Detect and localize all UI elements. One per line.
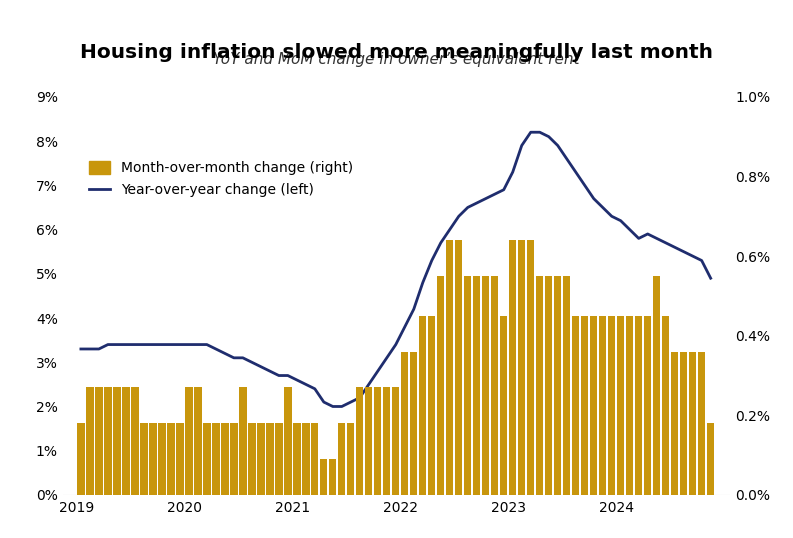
Bar — [401, 352, 408, 495]
Bar — [311, 423, 319, 495]
Bar — [113, 387, 121, 495]
Bar — [213, 423, 220, 495]
Bar — [455, 240, 462, 495]
Bar — [284, 387, 292, 495]
Bar — [383, 387, 390, 495]
Bar — [473, 276, 481, 495]
Bar — [653, 276, 661, 495]
Bar — [509, 240, 516, 495]
Bar — [186, 387, 193, 495]
Bar — [95, 387, 102, 495]
Bar — [464, 276, 472, 495]
Bar — [104, 387, 112, 495]
Bar — [302, 423, 309, 495]
Bar — [347, 423, 354, 495]
Bar — [320, 459, 328, 495]
Bar — [608, 316, 615, 495]
Bar — [176, 423, 183, 495]
Bar — [635, 316, 642, 495]
Bar — [329, 459, 336, 495]
Bar — [257, 423, 265, 495]
Bar — [248, 423, 255, 495]
Bar — [554, 276, 561, 495]
Bar — [527, 240, 534, 495]
Bar — [122, 387, 129, 495]
Bar — [689, 352, 696, 495]
Bar — [239, 387, 247, 495]
Bar — [482, 276, 489, 495]
Bar — [374, 387, 381, 495]
Bar — [230, 423, 238, 495]
Bar — [356, 387, 363, 495]
Bar — [365, 387, 373, 495]
Bar — [392, 387, 400, 495]
Bar — [149, 423, 156, 495]
Bar — [266, 423, 274, 495]
Bar — [590, 316, 597, 495]
Bar — [581, 316, 588, 495]
Bar — [140, 423, 147, 495]
Bar — [698, 352, 705, 495]
Bar — [194, 387, 201, 495]
Bar — [545, 276, 553, 495]
Bar — [86, 387, 94, 495]
Title: Housing inflation slowed more meaningfully last month: Housing inflation slowed more meaningful… — [80, 43, 713, 62]
Bar — [563, 276, 570, 495]
Bar — [644, 316, 651, 495]
Bar — [131, 387, 139, 495]
Bar — [491, 276, 499, 495]
Bar — [680, 352, 688, 495]
Bar — [293, 423, 301, 495]
Bar — [671, 352, 678, 495]
Bar — [77, 423, 85, 495]
Bar — [221, 423, 228, 495]
Bar — [203, 423, 210, 495]
Bar — [419, 316, 427, 495]
Bar — [338, 423, 346, 495]
Text: YoY and MoM change in owner’s equivalent rent: YoY and MoM change in owner’s equivalent… — [213, 52, 580, 67]
Bar — [662, 316, 669, 495]
Bar — [500, 316, 508, 495]
Bar — [626, 316, 634, 495]
Bar — [410, 352, 417, 495]
Legend: Month-over-month change (right), Year-over-year change (left): Month-over-month change (right), Year-ov… — [84, 155, 359, 203]
Bar — [275, 423, 282, 495]
Bar — [707, 423, 714, 495]
Bar — [599, 316, 607, 495]
Bar — [617, 316, 624, 495]
Bar — [158, 423, 166, 495]
Bar — [167, 423, 174, 495]
Bar — [536, 276, 543, 495]
Bar — [437, 276, 444, 495]
Bar — [518, 240, 526, 495]
Bar — [572, 316, 580, 495]
Bar — [428, 316, 435, 495]
Bar — [446, 240, 454, 495]
